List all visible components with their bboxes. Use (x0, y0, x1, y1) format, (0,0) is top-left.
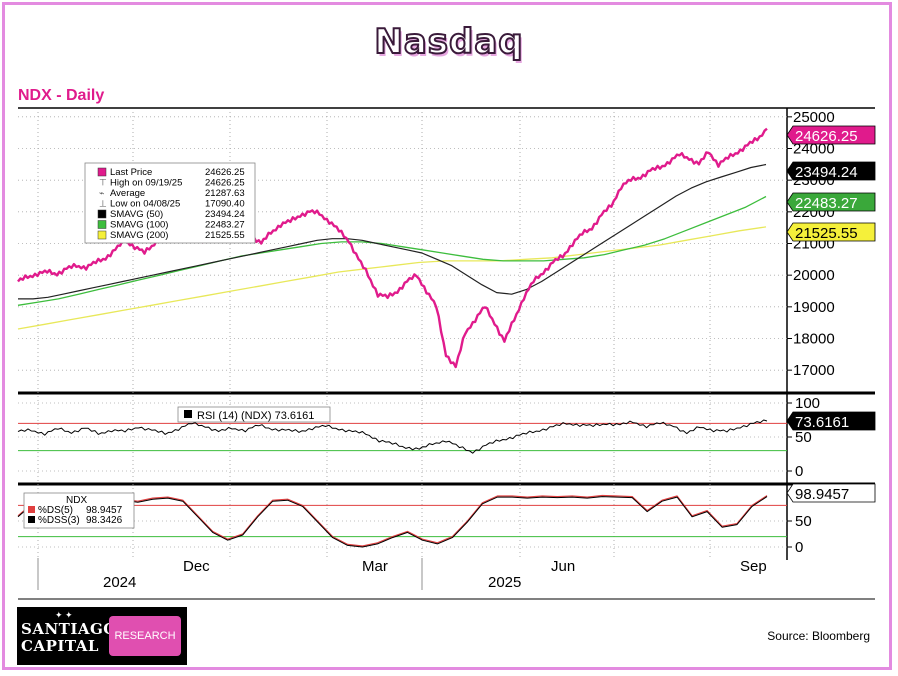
legend-value: 23494.24 (205, 209, 245, 220)
logo-dots-icon: ✦ ✦ (55, 610, 73, 620)
value-tag-bg (786, 192, 876, 212)
value-tag-text: 22483.27 (795, 195, 858, 212)
smavg-50-line (18, 163, 767, 300)
legend-marker-icon: ⌁ (99, 189, 104, 199)
legend-label: Average (110, 188, 145, 199)
legend-marker-icon: ⊥ (99, 200, 107, 210)
tag-stochastic: 98.9457 (786, 483, 876, 503)
dss-line (17, 494, 768, 547)
ds-line (17, 496, 768, 548)
y-tick-label: 25000 (793, 109, 835, 126)
research-button[interactable]: RESEARCH (109, 616, 181, 656)
x-tick-label: Sep (740, 558, 767, 575)
value-tag-bg (786, 483, 876, 503)
value-tag-bg (786, 125, 876, 145)
y-tick-label: 24000 (793, 141, 835, 158)
source-note: Source: Bloomberg (767, 629, 870, 643)
legend-swatch (97, 220, 107, 229)
sto-legend-label: %DS(5) (38, 505, 73, 516)
sto-legend-box (23, 492, 135, 529)
legend-label: High on 09/19/25 (110, 178, 182, 189)
sto-swatch (28, 506, 35, 513)
sto-tick-label: 0 (795, 539, 803, 556)
sto-legend-label: %DSS(3) (38, 515, 80, 526)
legend-label: Last Price (110, 167, 152, 178)
rsi-tick-label: 100 (795, 395, 820, 412)
x-tick-label: Jun (551, 558, 575, 575)
legend-swatch (97, 167, 107, 177)
tag-smavg-200: 21525.55 (786, 222, 876, 242)
smavg-200-line (17, 226, 767, 330)
tag-smavg-50: 23494.24 (786, 161, 876, 181)
rsi-tick-label: 50 (795, 429, 812, 446)
rsi-line (17, 419, 768, 454)
x-tick-label: Dec (183, 558, 210, 575)
legend-value: 24626.25 (205, 167, 245, 178)
santiago-capital-logo: ✦ ✦ SANTIAGO CAPITAL RESEARCH (17, 607, 187, 665)
value-tag-bg (786, 411, 876, 431)
value-tag-bg (786, 161, 876, 181)
sto-swatch (28, 516, 35, 523)
chart-title: Nasdaq (373, 21, 524, 63)
rsi-tick-label: 0 (795, 463, 803, 480)
y-tick-label: 20000 (793, 267, 835, 284)
y-tick-label: 18000 (793, 331, 835, 348)
ticker-label: NDX - Daily (18, 87, 105, 104)
smavg-100-line (17, 195, 767, 306)
legend-value: 22483.27 (205, 220, 245, 231)
sto-legend-value: 98.9457 (86, 505, 123, 516)
rsi-label-box (177, 406, 331, 423)
tag-smavg-100: 22483.27 (786, 192, 876, 212)
y-tick-label: 19000 (793, 299, 835, 316)
year-label: 2025 (488, 574, 521, 591)
sto-legend-title: NDX (66, 495, 87, 506)
legend-box (84, 162, 256, 244)
legend-marker-icon: ⊤ (99, 179, 107, 189)
legend-swatch (97, 209, 107, 219)
tag-last-price: 24626.25 (786, 125, 876, 145)
legend-label: SMAVG (200) (110, 230, 168, 241)
rsi-label: RSI (14) (NDX) 73.6161 (197, 410, 314, 422)
chart-frame (2, 2, 892, 670)
value-tag-bg (786, 222, 876, 242)
value-tag-text: 98.9457 (795, 486, 849, 503)
x-tick-label: Mar (362, 558, 388, 575)
legend-value: 21525.55 (205, 230, 245, 241)
legend-value: 21287.63 (205, 188, 245, 199)
legend-label: Low on 04/08/25 (110, 199, 180, 210)
legend-value: 17090.40 (205, 199, 245, 210)
last-price-line (17, 127, 768, 369)
value-tag-text: 21525.55 (795, 225, 858, 242)
logo-line2: CAPITAL (21, 637, 99, 655)
legend-label: SMAVG (100) (110, 220, 168, 231)
y-tick-label: 17000 (793, 362, 835, 379)
sto-legend-value: 98.3426 (86, 515, 123, 526)
value-tag-text: 23494.24 (795, 164, 858, 181)
price-legend: Last Price 24626.25 ⊤ High on 09/19/25 24626… (84, 162, 256, 244)
legend-label: SMAVG (50) (110, 209, 163, 220)
value-tag-text: 24626.25 (795, 128, 858, 145)
year-label: 2024 (103, 574, 136, 591)
value-tag-text: 73.6161 (795, 414, 849, 431)
tag-rsi: 73.6161 (786, 411, 876, 431)
legend-swatch (97, 230, 107, 240)
legend-value: 24626.25 (205, 178, 245, 189)
logo-line1: SANTIAGO (21, 620, 117, 638)
rsi-swatch (184, 410, 192, 418)
sto-tick-label: 50 (795, 513, 812, 530)
